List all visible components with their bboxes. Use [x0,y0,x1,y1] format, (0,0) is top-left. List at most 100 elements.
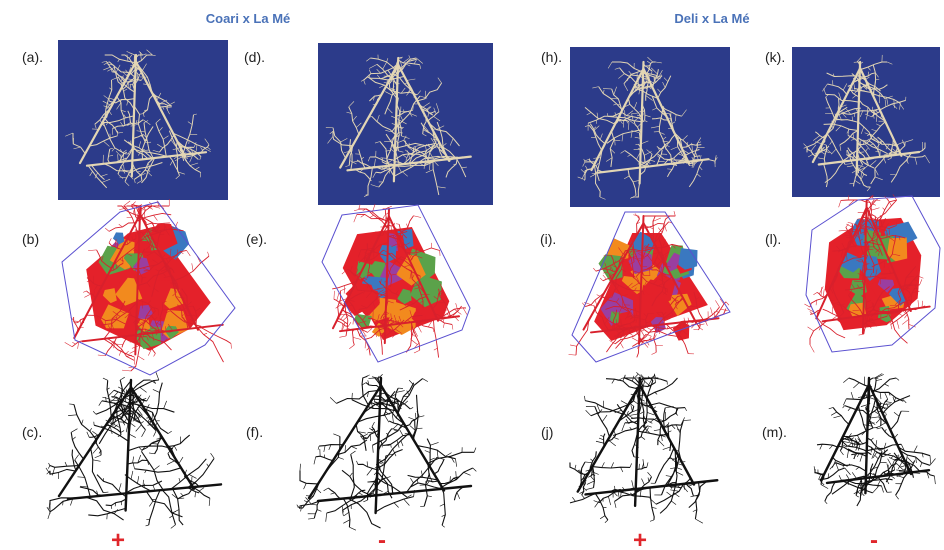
root-hair [843,406,845,408]
root-hair [113,424,120,428]
root-hair [410,407,413,408]
root-hair [99,401,102,406]
root-hair [902,319,909,324]
root-hair [392,424,398,429]
root-hair [350,473,353,477]
root-hair [385,415,389,422]
root-hair [169,516,172,518]
root-hair [823,289,824,297]
root-hair [667,492,672,496]
root-hair [693,329,698,330]
root-hair [595,300,596,305]
root-hair [119,483,121,491]
root-hair [337,292,339,300]
root-hair [873,486,879,493]
root-hair [839,230,848,231]
root-hair [368,328,372,332]
root-branch [660,485,676,514]
root-branch [378,429,392,452]
root-hair [357,461,358,464]
root-hair [330,397,336,403]
root-hair [455,459,456,467]
root-hair [676,425,679,433]
root-hair [695,519,702,523]
root-hair [831,412,837,415]
root-photo [570,47,730,207]
root-hair [572,497,575,501]
root-hair [95,455,101,458]
root-hair [103,378,108,380]
root-branch [352,330,354,345]
root-hair [121,431,124,433]
root-hair [715,300,719,307]
root-hair [373,445,374,452]
root-hair [87,432,89,437]
root-hair [425,450,430,452]
root-branch [149,490,160,525]
root-hair [648,472,652,477]
root-hair [609,441,616,446]
root-hair [650,520,654,521]
root-hair [891,324,892,329]
root-hair [168,431,172,434]
root-hair [673,450,678,451]
root-hair [359,205,360,209]
root-hair [430,442,438,445]
root-hair [593,268,596,271]
root-hair [306,496,313,497]
root-hair [600,516,605,519]
group-title: Deli x La Mé [674,11,749,26]
root-branch [362,378,368,405]
root-hair [386,476,390,477]
root-hair [858,444,860,450]
root-hair [586,410,591,416]
root-hair [876,418,881,423]
root-hair [92,431,98,435]
root-hair [153,389,160,392]
root-hair [367,468,373,475]
root-hair [859,334,864,335]
root-branch [106,499,126,506]
root-hair [825,501,827,503]
root-hair [586,488,593,490]
root-hair [821,485,828,489]
root-hair [354,209,361,211]
root-branch [300,470,318,484]
root-hair [443,323,444,328]
root-hair [840,451,843,455]
root-hair [592,472,599,475]
root-hair [894,466,895,469]
root-hair [174,446,177,451]
root-hair [885,393,888,400]
root-hair [372,422,375,427]
root-branch [434,459,444,474]
root-hair [621,467,623,472]
root-hair [605,520,608,523]
root-hair [404,499,410,505]
root-hair [597,295,600,297]
root-hair [304,483,307,489]
root-hair [464,472,471,475]
root-hair [98,355,105,356]
sign: - [870,527,878,550]
root-branch [918,472,934,477]
root-hair [349,345,354,349]
root-hair [434,348,438,350]
root-branch [570,463,588,475]
root-hair [602,415,607,422]
root-hair [904,314,907,318]
root-hair [602,462,605,467]
root-branch [849,378,871,387]
root-hair [314,457,316,465]
root-hair [167,461,174,465]
root-branch [171,459,207,489]
root [309,386,381,499]
root-hair [84,294,91,298]
panel-label: (c). [22,424,42,440]
root-branch [74,317,78,333]
root-hair [397,404,398,409]
root-hair [126,351,129,354]
root-hair [698,324,704,326]
root-hair [920,463,922,467]
root-hair [343,520,350,524]
